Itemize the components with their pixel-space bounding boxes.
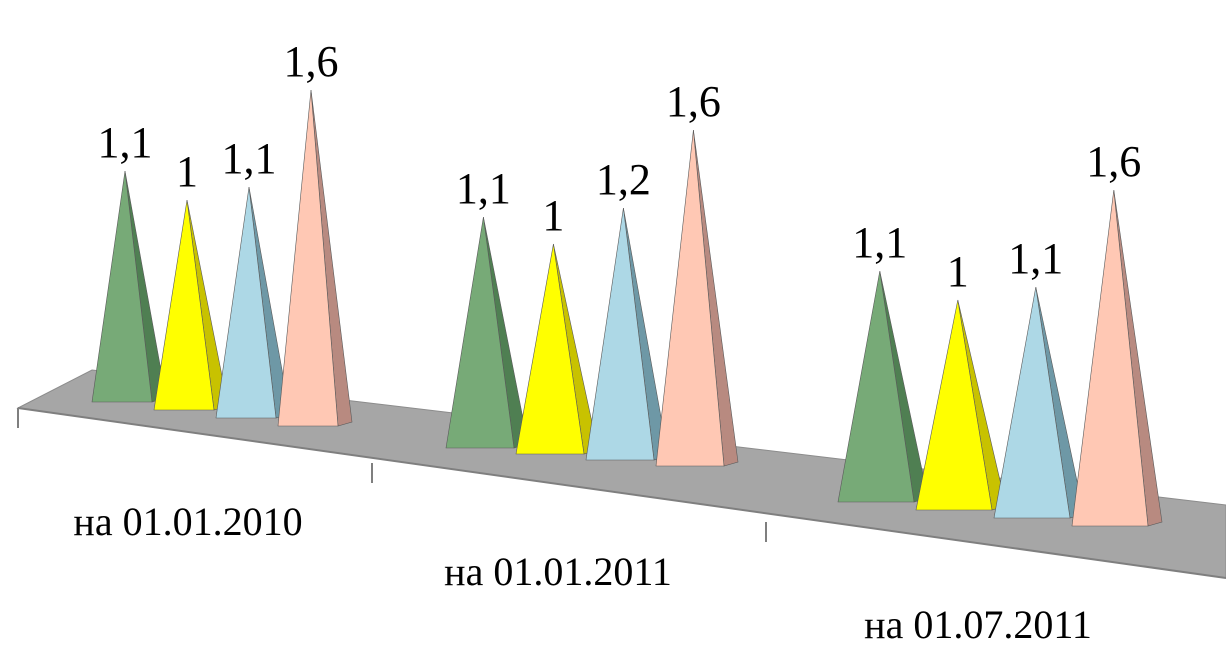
pyramid-bar bbox=[445, 216, 515, 449]
data-label: 1 bbox=[176, 147, 198, 196]
data-labels: 1,11 1,11,61,111,21,61,11 1,11,6 bbox=[98, 37, 1142, 296]
data-label: 1 bbox=[947, 247, 969, 296]
pyramid-bar bbox=[1071, 189, 1149, 527]
chart-series-marks bbox=[91, 89, 1163, 527]
pyramid-bar bbox=[915, 299, 993, 511]
pyramid-bar bbox=[215, 186, 277, 419]
category-axis-ticks bbox=[17, 408, 767, 542]
data-label: 1,1 bbox=[852, 218, 907, 267]
category-axis-line bbox=[17, 407, 1226, 579]
pyramid-bar bbox=[993, 286, 1071, 519]
data-label: 1,2 bbox=[596, 155, 651, 204]
category-label: на 01.07.2011 bbox=[864, 602, 1092, 647]
pyramid-bar bbox=[655, 129, 725, 467]
pyramid-bar bbox=[837, 270, 915, 503]
data-label: 1,1 bbox=[98, 118, 153, 167]
data-label: 1,1 bbox=[1008, 234, 1063, 283]
pyramid-bar bbox=[585, 207, 655, 461]
category-label: на 01.01.2011 bbox=[444, 549, 672, 594]
pyramid-bar bbox=[515, 243, 585, 455]
category-label: на 01.01.2010 bbox=[73, 499, 302, 544]
data-label: 1,6 bbox=[284, 37, 339, 86]
category-axis-labels: на 01.01.2010 на 01.01.2011 на 01.07.2011 bbox=[73, 499, 1091, 647]
pyramid-bar bbox=[153, 199, 215, 411]
data-label: 1,1 bbox=[456, 164, 511, 213]
data-label: 1,6 bbox=[1086, 137, 1141, 186]
data-label: 1,6 bbox=[666, 77, 721, 126]
data-label: 1,1 bbox=[222, 134, 277, 183]
pyramid-bar bbox=[91, 170, 153, 403]
data-label: 1 bbox=[542, 191, 564, 240]
pyramid-bar bbox=[277, 89, 339, 427]
